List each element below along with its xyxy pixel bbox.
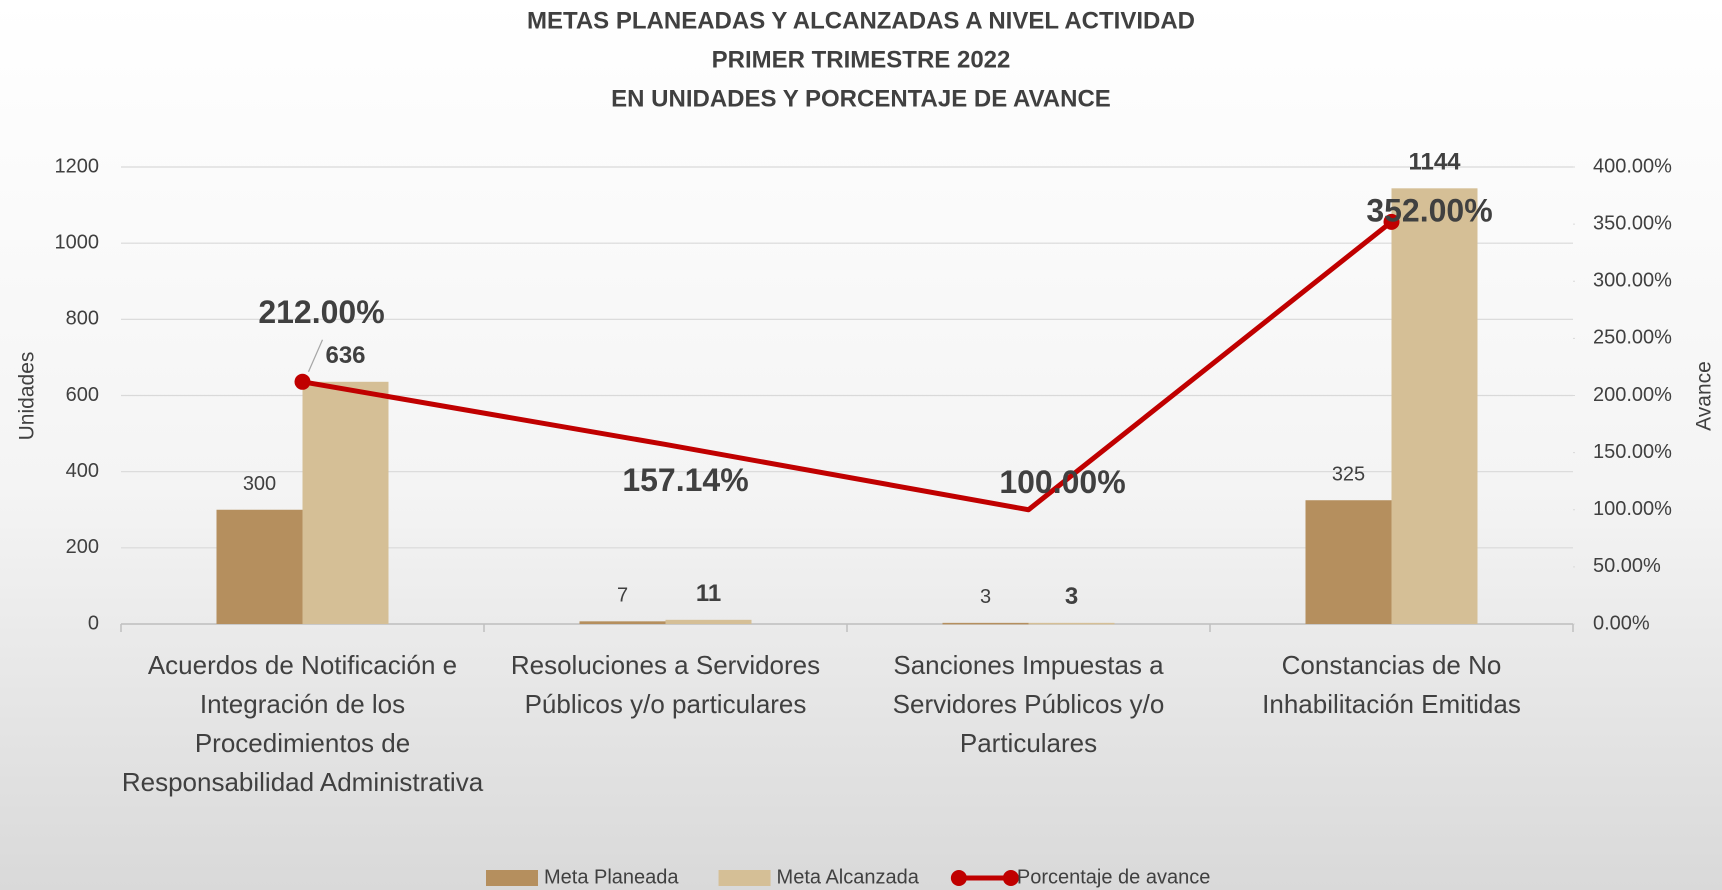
line-marker (1383, 213, 1400, 230)
line-marker (294, 373, 311, 390)
leader-line (307, 339, 324, 373)
legend-label: Meta Alcanzada (777, 866, 920, 888)
bar-value-label: 3 (980, 586, 991, 608)
x-tick-label: Acuerdos de Notificación e Integración d… (121, 650, 484, 797)
x-tick-label: Resoluciones a Servidores Públicos y/o p… (510, 650, 821, 719)
chart-title: PRIMER TRIMESTRE 2022 (712, 46, 1011, 73)
legend-swatch (1002, 870, 1019, 886)
bar-value-label: 325 (1332, 464, 1365, 486)
legend-label: Porcentaje de avance (1017, 866, 1210, 888)
bar-value-label: 300 (243, 473, 276, 495)
y2-tick-label: 250.00% (1593, 327, 1672, 349)
bar (216, 509, 303, 624)
y-tick-label: 600 (66, 384, 99, 406)
line-value-label: 352.00% (1366, 192, 1492, 228)
bar (579, 621, 666, 624)
chart-title: EN UNIDADES Y PORCENTAJE DE AVANCE (611, 85, 1111, 112)
y-tick-label: 0 (88, 612, 99, 634)
line-series (302, 219, 1394, 513)
bar-value-label: 7 (617, 585, 628, 607)
bar-value-label: 1144 (1408, 149, 1461, 176)
y2-tick-label: 100.00% (1593, 498, 1672, 520)
legend-swatch (950, 870, 967, 886)
y-tick-label: 800 (66, 308, 99, 330)
y-tick-label: 1000 (55, 231, 100, 253)
chart-title: METAS PLANEADAS Y ALCANZADAS A NIVEL ACT… (527, 7, 1195, 34)
y2-tick-label: 400.00% (1593, 155, 1672, 177)
bar (942, 622, 1029, 625)
bar-value-label: 636 (325, 342, 365, 369)
bar-value-label: 3 (1065, 583, 1078, 610)
y-tick-label: 200 (66, 536, 99, 558)
x-tick-label: Constancias de No Inhabilitación Emitida… (1262, 650, 1521, 719)
bar (302, 381, 389, 624)
bar-value-label: 11 (696, 580, 721, 607)
y2-tick-label: 150.00% (1593, 441, 1672, 463)
y2-tick-label: 350.00% (1593, 212, 1672, 234)
line-value-label: 157.14% (622, 462, 748, 498)
line-value-label: 212.00% (258, 294, 384, 330)
bar (1028, 622, 1115, 625)
bar (1391, 188, 1478, 624)
y-tick-label: 400 (66, 460, 99, 482)
y-tick-label: 1200 (55, 155, 100, 177)
bar (665, 619, 752, 624)
bar (1305, 500, 1392, 624)
y2-tick-label: 200.00% (1593, 384, 1672, 406)
legend-swatch (718, 870, 771, 886)
x-tick-label: Sanciones Impuestas a Servidores Público… (892, 650, 1165, 758)
legend-swatch (486, 870, 538, 886)
y2-tick-label: 300.00% (1593, 270, 1672, 292)
line-value-label: 100.00% (999, 464, 1125, 500)
y-axis-label: Unidades (16, 352, 39, 441)
y2-tick-label: 50.00% (1593, 555, 1661, 577)
y2-axis-label: Avance (1693, 361, 1716, 431)
legend-label: Meta Planeada (544, 866, 679, 888)
y2-tick-label: 0.00% (1593, 612, 1650, 634)
